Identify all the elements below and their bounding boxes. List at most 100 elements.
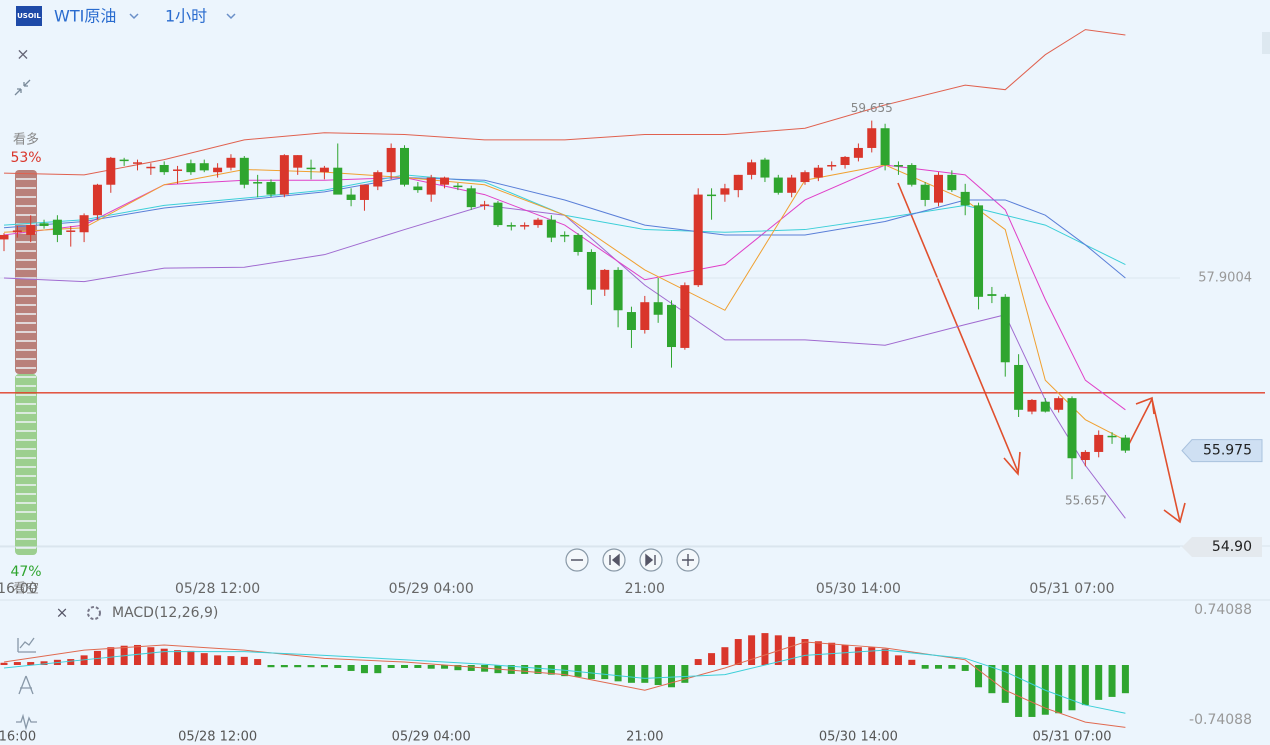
macd-bar: [334, 665, 342, 668]
side-tab[interactable]: [1262, 32, 1270, 54]
macd-bar: [574, 665, 582, 677]
macd-bar: [320, 665, 328, 668]
bear-pct: 47%: [10, 564, 41, 580]
macd-settings[interactable]: [87, 606, 101, 620]
candle-body: [1067, 398, 1077, 459]
macd-bar: [240, 656, 248, 666]
macd-bar: [1095, 665, 1103, 700]
high-label: 59.655: [851, 101, 893, 115]
symbol-select[interactable]: WTI原油: [54, 7, 116, 26]
tool-indicator[interactable]: [16, 713, 37, 731]
macd-bar: [694, 659, 702, 666]
macd-bar: [27, 662, 35, 666]
candle-body: [506, 225, 516, 227]
macd-x-tick-label: 05/29 04:00: [392, 730, 471, 745]
candle-body: [586, 251, 596, 290]
macd-bar: [748, 635, 756, 666]
candle-body: [106, 157, 116, 185]
indicator-line: [3, 177, 1126, 279]
macd-bar: [174, 650, 182, 666]
macd-bar: [1121, 665, 1129, 694]
candle-body: [133, 162, 142, 164]
candle-body: [1027, 399, 1037, 412]
macd-bar: [507, 665, 515, 674]
macd-bar: [908, 659, 916, 666]
candle-body: [1094, 434, 1104, 452]
candle-body: [733, 174, 743, 191]
candle-body: [600, 269, 610, 290]
macd-bar: [681, 665, 689, 683]
candle-body: [853, 147, 863, 158]
candle-body: [653, 302, 663, 315]
macd-bar: [467, 665, 475, 671]
chevron[interactable]: [129, 13, 139, 20]
candle-body: [787, 177, 797, 193]
candle-body: [239, 157, 249, 185]
nav-icons: [571, 553, 694, 567]
candle-body: [213, 167, 223, 173]
macd-close[interactable]: ×: [56, 604, 69, 622]
macd-bar: [0, 662, 8, 666]
macd-bar: [214, 655, 222, 666]
interval-select[interactable]: 1小时: [165, 7, 207, 26]
macd-bar: [200, 653, 208, 666]
candle-body: [960, 191, 970, 206]
macd-bar: [1081, 665, 1089, 706]
macd-bar: [374, 665, 382, 674]
candle-body: [1107, 435, 1117, 438]
candle-body: [760, 159, 770, 178]
price-tag: [1182, 537, 1262, 557]
candle-body: [693, 194, 703, 286]
candle-body: [867, 128, 877, 148]
macd-bar: [347, 665, 355, 671]
last-price-tag: [1181, 439, 1263, 463]
macd-bar: [387, 665, 395, 668]
macd-bar: [401, 665, 408, 668]
candle-body: [92, 184, 102, 216]
macd-bar: [854, 647, 862, 666]
candle-body: [400, 147, 409, 185]
tool-draw[interactable]: [18, 675, 34, 695]
tool-chart[interactable]: [17, 637, 36, 653]
macd-bar: [160, 648, 168, 666]
candle-body: [480, 204, 490, 206]
macd-bar: [414, 665, 422, 668]
candle-body: [626, 312, 636, 330]
candle-body: [346, 194, 356, 200]
candle-body: [266, 182, 276, 195]
macd-bar: [307, 665, 315, 668]
last-price-label: 55.975: [1203, 443, 1252, 459]
candle-body: [800, 172, 810, 183]
macd-title: MACD(12,26,9): [112, 605, 218, 621]
collapse-button[interactable]: [14, 79, 31, 96]
macd-bar: [40, 661, 48, 666]
candle-body: [52, 219, 62, 235]
indicator-line: [3, 174, 1126, 265]
candle-body: [466, 188, 476, 208]
macd-bar: [187, 650, 195, 666]
candle-body: [453, 185, 463, 188]
y-tick-label: 54.90: [1212, 539, 1252, 555]
macd-bar: [441, 665, 449, 669]
macd-bar: [107, 647, 115, 666]
candle-body: [12, 230, 22, 233]
macd-bar: [254, 659, 262, 666]
macd-bar: [360, 665, 368, 674]
candle-body: [974, 205, 984, 297]
macd-bar: [454, 665, 462, 671]
macd-bar: [1001, 665, 1009, 703]
candle-body: [253, 182, 263, 184]
close-button[interactable]: ×: [16, 45, 29, 64]
x-tick-label: 05/29 04:00: [389, 581, 474, 597]
chevron[interactable]: [226, 13, 236, 20]
candle-body: [747, 162, 757, 175]
macd-bar: [975, 665, 983, 688]
macd-bar: [788, 636, 796, 666]
candle-body: [79, 215, 89, 233]
candle-body: [440, 177, 450, 185]
candle-body: [199, 163, 209, 171]
macd-bar: [280, 665, 288, 668]
candle-body: [934, 174, 943, 203]
candle-body: [667, 304, 676, 348]
